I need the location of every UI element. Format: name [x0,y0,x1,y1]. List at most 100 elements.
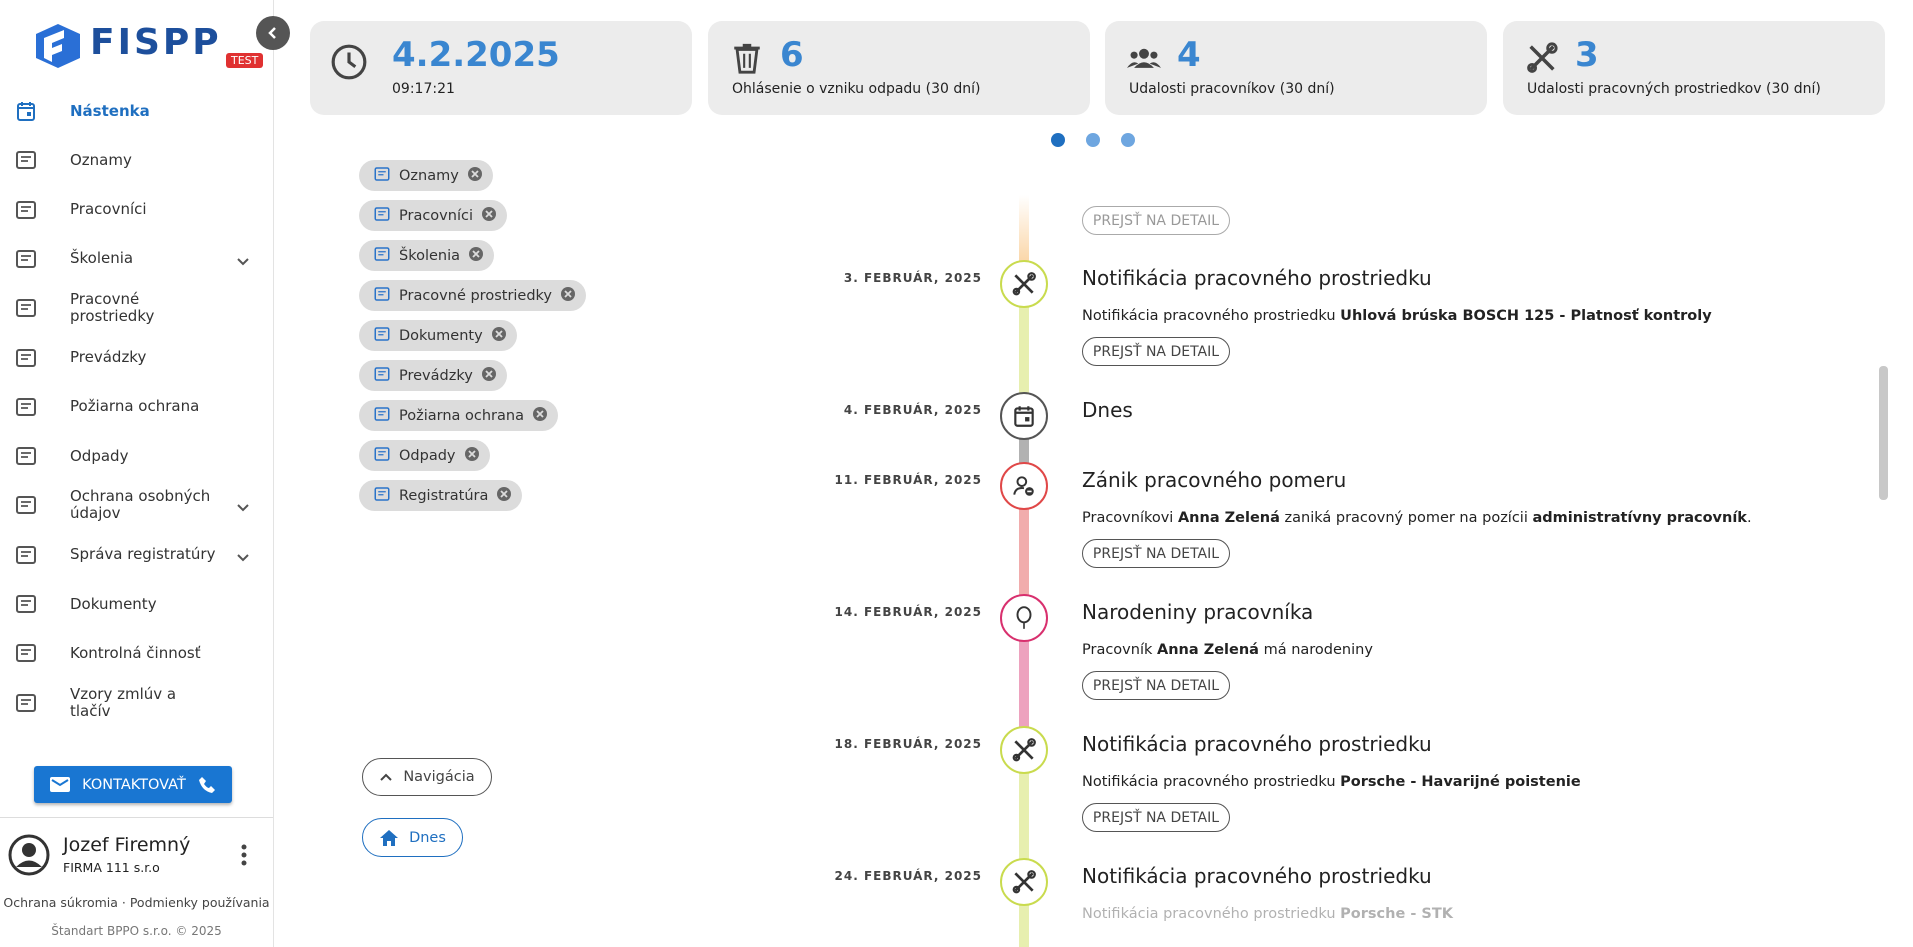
event-title: Notifikácia pracovného prostriedku [1082,732,1432,756]
contact-label: KONTAKTOVAŤ [82,776,186,793]
today-button[interactable]: Dnes [362,818,463,857]
menu-item[interactable]: Požiarna ochrana [0,384,272,430]
menu-icon [14,198,38,226]
filter-chip[interactable]: Požiarna ochrana [359,400,558,431]
filter-remove[interactable] [481,206,497,226]
filter-label: Oznamy [399,167,459,184]
stat-label: 09:17:21 [392,81,455,97]
filter-icon [373,205,391,227]
stat-icon [1525,41,1559,79]
filter-icon [373,405,391,427]
filter-label: Školenia [399,247,461,264]
filter-remove[interactable] [481,366,497,386]
filter-chip[interactable]: Oznamy [359,160,493,191]
detail-button[interactable]: PREJSŤ NA DETAIL [1082,337,1230,366]
navigation-label: Navigácia [403,769,475,785]
filter-remove[interactable] [464,446,480,466]
menu-item[interactable]: Školenia [0,236,272,282]
menu-label: Nástenka [70,101,150,120]
menu-item[interactable]: Odpady [0,433,272,479]
filter-remove[interactable] [532,406,548,426]
detail-button[interactable]: PREJSŤ NA DETAIL [1082,206,1230,235]
filter-icon [373,365,391,387]
stat-label: Udalosti pracovníkov (30 dní) [1129,81,1335,97]
detail-button[interactable]: PREJSŤ NA DETAIL [1082,539,1230,568]
menu-item[interactable]: Správa registratúry [0,532,272,578]
filter-remove[interactable] [468,246,484,266]
filter-label: Dokumenty [399,327,483,344]
description-part: Uhlová brúska BOSCH 125 - Platnosť kontr… [1340,308,1712,324]
divider [0,817,273,818]
filter-icon [373,165,391,187]
menu-item[interactable]: Pracovníci [0,187,272,233]
footer-links[interactable]: Ochrana súkromia · Podmienky používania [3,895,270,910]
collapse-button[interactable] [256,16,290,50]
menu-icon [14,296,38,324]
description-part: Anna Zelená [1157,642,1259,658]
stat-value: 4.2.2025 [392,35,560,75]
stat-label: Udalosti pracovných prostriedkov (30 dní… [1527,81,1821,97]
filter-chip[interactable]: Registratúra [359,480,523,511]
filter-icon [373,245,391,267]
filter-chip[interactable]: Prevádzky [359,360,507,391]
menu-icon [14,148,38,176]
filter-chip[interactable]: Dokumenty [359,320,517,351]
description-part: Pracovníkovi [1082,510,1178,526]
menu-item[interactable]: Dokumenty [0,581,272,627]
filter-chip[interactable]: Odpady [359,440,490,471]
menu-item[interactable]: Ochrana osobných údajov [0,482,272,528]
today-label: Dnes [409,829,446,846]
user-menu[interactable] [238,843,250,867]
description-part: Notifikácia pracovného prostriedku [1082,774,1341,790]
menu-label: Ochrana osobných údajov [70,487,211,523]
scrollbar[interactable] [1879,366,1888,500]
filter-icon [373,285,391,307]
event-date: 3. FEBRUÁR, 2025 [843,271,982,285]
navigation-button[interactable]: Navigácia [362,758,492,796]
filter-remove[interactable] [560,286,576,306]
filter-chip[interactable]: Školenia [359,240,495,271]
avatar [8,834,50,876]
event-description: Pracovník Anna Zelená má narodeniny [1082,642,1373,658]
filter-remove[interactable] [467,166,483,186]
filter-chip[interactable]: Pracovné prostriedky [359,280,587,311]
event-date: 14. FEBRUÁR, 2025 [834,605,982,619]
user-company: FIRMA 111 s.r.o [63,860,160,875]
carousel-dots[interactable] [1040,130,1150,150]
detail-button[interactable]: PREJSŤ NA DETAIL [1082,803,1230,832]
logo-icon [36,24,80,68]
event-title: Dnes [1082,398,1133,422]
menu-label: Kontrolná činnosť [70,643,201,662]
stat-icon [330,43,368,85]
timeline-segment [1019,882,1029,947]
menu-icon [14,99,38,127]
stat-value: 3 [1575,35,1599,75]
menu-item[interactable]: Kontrolná činnosť [0,630,272,676]
stat-card: 4.2.2025 09:17:21 [310,21,692,115]
stat-card: 6 Ohlásenie o vzniku odpadu (30 dní) [708,21,1090,115]
stat-icon [1127,41,1161,79]
event-date: 4. FEBRUÁR, 2025 [843,403,982,417]
stat-value: 4 [1177,35,1201,75]
description-part: administratívny pracovník [1532,510,1747,526]
filter-remove[interactable] [491,326,507,346]
menu-item[interactable]: Pracovné prostriedky [0,285,272,331]
contact-button[interactable]: KONTAKTOVAŤ [34,766,232,803]
menu-item[interactable]: Vzory zmlúv a tlačív [0,680,272,726]
event-marker [1000,858,1048,906]
stat-value: 6 [780,35,804,75]
filter-icon [373,485,391,507]
filter-remove[interactable] [496,486,512,506]
event-date: 11. FEBRUÁR, 2025 [834,473,982,487]
menu-item[interactable]: Oznamy [0,137,272,183]
menu-icon [14,395,38,423]
menu-item[interactable]: Prevádzky [0,335,272,381]
event-title: Zánik pracovného pomeru [1082,468,1347,492]
event-description: Notifikácia pracovného prostriedku Porsc… [1082,906,1453,922]
filter-chip[interactable]: Pracovníci [359,200,507,231]
menu-icon [14,543,38,571]
description-part: Notifikácia pracovného prostriedku [1082,308,1341,324]
detail-button[interactable]: PREJSŤ NA DETAIL [1082,671,1230,700]
menu-item[interactable]: Nástenka [0,88,272,134]
